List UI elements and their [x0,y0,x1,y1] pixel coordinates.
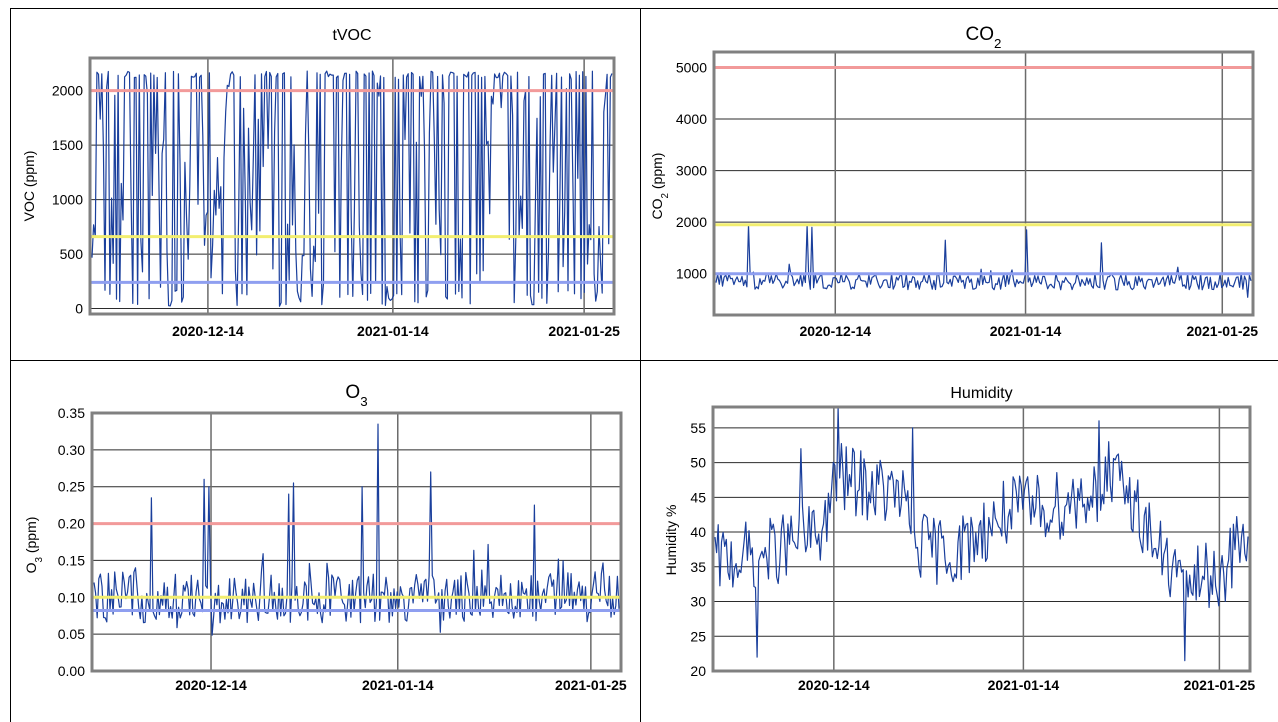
co2-x-tick-label: 2021-01-14 [990,323,1062,339]
humidity-y-tick-label: 20 [690,663,706,679]
humidity-y-tick-label: 35 [690,559,706,575]
humidity-x-tick-label: 2021-01-14 [988,677,1060,693]
co2-series-line [715,224,1252,298]
tvoc-x-tick-label: 2021-01-25 [548,323,620,339]
co2-x-tick-label: 2021-01-25 [1186,323,1258,339]
co2-y-tick-label: 3000 [676,163,707,179]
co2-plot-frame [712,50,1255,317]
o3-x-tick-label: 2021-01-25 [555,677,627,693]
co2-y-tick-label: 1000 [676,266,707,282]
co2-y-tick-label: 4000 [676,111,707,127]
o3-y-tick-label: 0.25 [58,479,85,495]
o3-y-tick-label: 0.15 [58,552,85,568]
tvoc-y-axis-label: VOC (ppm) [21,151,37,222]
o3-y-tick-label: 0.05 [58,626,85,642]
tvoc-y-tick-label: 0 [75,301,83,317]
o3-plot-frame [90,411,623,673]
humidity-x-tick-label: 2021-01-25 [1184,677,1256,693]
left-border [10,8,11,722]
humidity-y-tick-label: 55 [690,420,706,436]
humidity-plot-frame [711,405,1252,673]
humidity-y-tick-label: 30 [690,594,706,610]
humidity-y-tick-label: 40 [690,524,706,540]
humidity-y-tick-label: 25 [690,628,706,644]
humidity-x-tick-label: 2020-12-14 [798,677,870,693]
tvoc-series-line [91,70,613,307]
o3-title: O3 [345,382,367,409]
humidity-chart: Humidity Humidity % 20 25 30 35 40 45 50 55 2020-1… [663,385,1255,693]
tvoc-y-tick-label: 2000 [52,83,83,99]
humidity-title: Humidity [950,385,1012,402]
co2-y-tick-label: 2000 [676,214,707,230]
o3-chart: O3 O3 (ppm) 0.00 0.05 0.10 0.15 0.20 0.25 0.30 0.… [23,382,627,693]
humidity-y-axis-label: Humidity % [663,505,679,576]
tvoc-y-tick-label: 500 [60,246,84,262]
horizontal-divider [10,360,1278,361]
tvoc-y-tick-label: 1000 [52,192,83,208]
tvoc-x-tick-label: 2021-01-14 [357,323,429,339]
humidity-y-tick-label: 50 [690,455,706,471]
o3-x-tick-label: 2020-12-14 [175,677,247,693]
co2-y-tick-label: 5000 [676,59,707,75]
tvoc-y-tick-label: 1500 [52,137,83,153]
o3-y-tick-label: 0.35 [58,405,85,421]
o3-y-axis-label: O3 (ppm) [23,517,45,574]
tvoc-x-tick-label: 2020-12-14 [172,323,244,339]
o3-series-line [93,423,620,636]
humidity-series-line [714,406,1249,662]
tvoc-chart: tVOC VOC (ppm) 0 500 1000 1500 2000 2020-12-14 2… [21,27,620,339]
co2-title: CO2 [966,24,1002,51]
co2-x-tick-label: 2020-12-14 [799,323,871,339]
humidity-y-tick-label: 45 [690,489,706,505]
o3-y-tick-label: 0.00 [58,663,85,679]
tvoc-title: tVOC [332,27,371,44]
vertical-divider [640,8,641,722]
o3-x-tick-label: 2021-01-14 [362,677,434,693]
o3-y-tick-label: 0.30 [58,442,85,458]
co2-chart: CO2 CO2 (ppm) 1000 2000 3000 4000 5000 2020-12-… [649,24,1258,339]
tvoc-plot-frame [88,56,616,316]
top-border [10,8,1278,9]
co2-y-axis-label: CO2 (ppm) [649,153,671,220]
o3-y-tick-label: 0.20 [58,516,85,532]
o3-y-tick-label: 0.10 [58,589,85,605]
